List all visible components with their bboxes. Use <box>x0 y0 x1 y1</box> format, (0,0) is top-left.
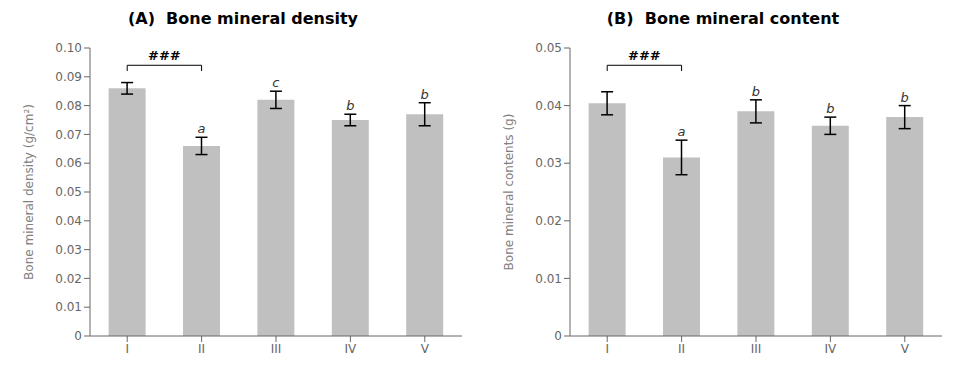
svg-text:0: 0 <box>554 329 562 343</box>
svg-text:II: II <box>678 342 685 356</box>
svg-text:b: b <box>752 84 760 99</box>
svg-text:c: c <box>272 75 279 90</box>
svg-text:III: III <box>271 342 282 356</box>
svg-text:0.02: 0.02 <box>55 272 82 286</box>
svg-text:b: b <box>826 101 834 116</box>
svg-text:a: a <box>678 124 686 139</box>
svg-text:###: ### <box>148 48 181 63</box>
svg-text:V: V <box>901 342 910 356</box>
svg-text:0.10: 0.10 <box>55 41 82 55</box>
svg-text:II: II <box>198 342 205 356</box>
svg-text:0.05: 0.05 <box>535 41 562 55</box>
svg-text:0.03: 0.03 <box>55 243 82 257</box>
svg-text:0.04: 0.04 <box>55 214 82 228</box>
svg-text:0.08: 0.08 <box>55 99 82 113</box>
svg-text:IV: IV <box>345 342 358 356</box>
svg-text:I: I <box>605 342 609 356</box>
svg-text:0.01: 0.01 <box>535 272 562 286</box>
svg-text:b: b <box>421 87 429 102</box>
svg-text:0: 0 <box>74 329 82 343</box>
svg-text:0.05: 0.05 <box>55 185 82 199</box>
svg-text:0.09: 0.09 <box>55 70 82 84</box>
svg-text:b: b <box>901 90 909 105</box>
svg-text:IV: IV <box>825 342 838 356</box>
svg-text:V: V <box>421 342 430 356</box>
svg-text:0.02: 0.02 <box>535 214 562 228</box>
svg-text:0.03: 0.03 <box>535 156 562 170</box>
svg-text:b: b <box>346 98 354 113</box>
svg-text:I: I <box>125 342 129 356</box>
svg-text:Bone mineral contents (g): Bone mineral contents (g) <box>502 114 516 271</box>
svg-text:III: III <box>751 342 762 356</box>
svg-text:0.06: 0.06 <box>55 156 82 170</box>
svg-text:0.01: 0.01 <box>55 300 82 314</box>
svg-text:0.04: 0.04 <box>535 99 562 113</box>
html-text:(B) Bone mineral content: (B) Bone mineral content <box>606 9 840 28</box>
html-text:(A) Bone mineral density: (A) Bone mineral density <box>128 9 358 28</box>
svg-text:Bone mineral density (g/cm²): Bone mineral density (g/cm²) <box>22 104 36 280</box>
svg-text:0.07: 0.07 <box>55 128 82 142</box>
svg-text:###: ### <box>628 48 661 63</box>
svg-text:a: a <box>198 121 206 136</box>
